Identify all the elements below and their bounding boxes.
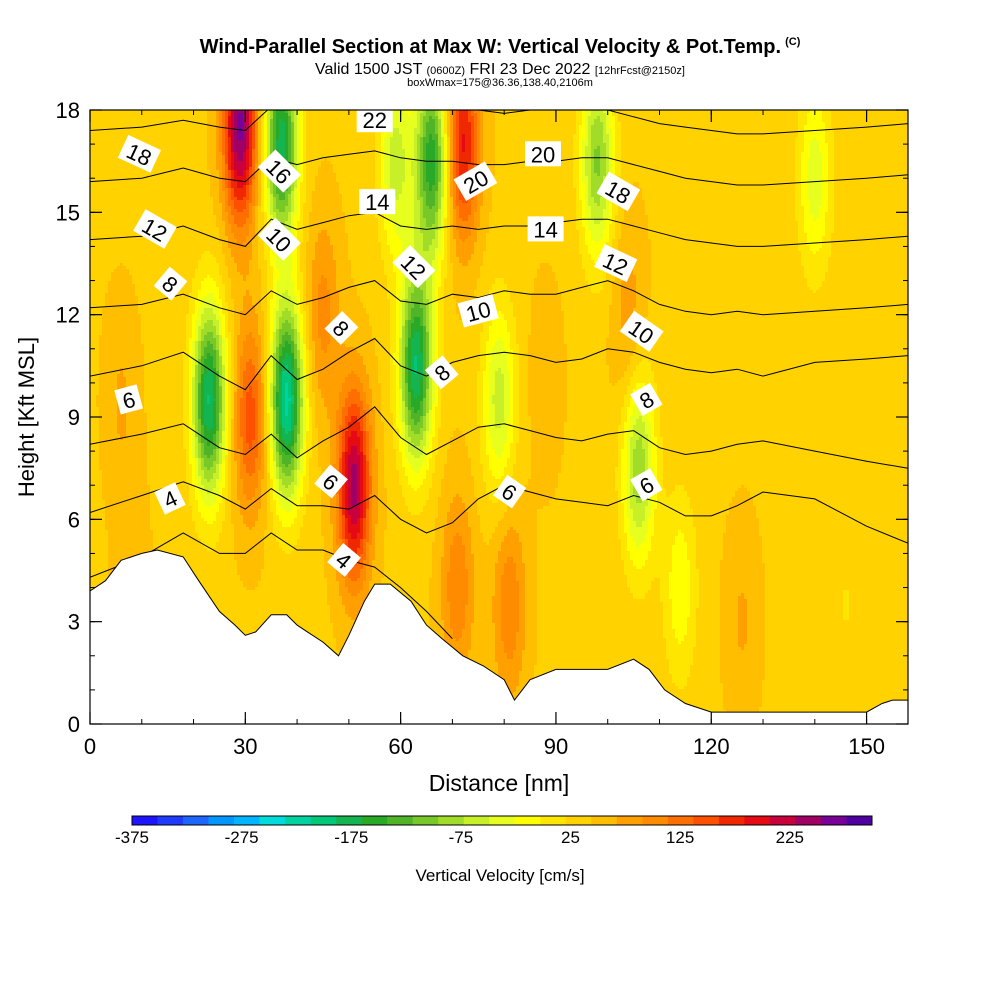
colorbar-segment: [336, 816, 362, 825]
y-tick-label: 0: [68, 712, 80, 737]
contour-label: 14: [528, 216, 564, 242]
y-tick-label: 12: [56, 303, 80, 328]
colorbar-tick-label: 225: [776, 828, 804, 847]
cross-section-plot: 18128641610864221412820106201418121086 0…: [0, 0, 1000, 1000]
x-tick-label: 30: [233, 734, 257, 759]
x-tick-label: 150: [848, 734, 885, 759]
x-tick-label: 0: [84, 734, 96, 759]
colorbar-segment: [132, 816, 158, 825]
colorbar-segment: [668, 816, 694, 825]
colorbar-segment: [693, 816, 719, 825]
colorbar-tick-label: -275: [225, 828, 259, 847]
y-tick-label: 18: [56, 98, 80, 123]
colorbar-segment: [260, 816, 286, 825]
y-tick-label: 3: [68, 610, 80, 635]
contour-label-text: 14: [533, 217, 557, 242]
contour-label-text: 20: [531, 142, 555, 167]
colorbar-segment: [821, 816, 847, 825]
colorbar-segment: [540, 816, 566, 825]
y-axis-label: Height [Kft MSL]: [14, 337, 39, 497]
colorbar-segment: [719, 816, 745, 825]
colorbar-segment: [183, 816, 209, 825]
contour-label: 22: [357, 107, 393, 133]
colorbar-segment: [770, 816, 796, 825]
colorbar-segment: [311, 816, 337, 825]
colorbar-segment: [591, 816, 617, 825]
colorbar-tick-label: 125: [666, 828, 694, 847]
colorbar-segment: [464, 816, 490, 825]
contour-label-text: 14: [365, 190, 389, 215]
colorbar-segment: [362, 816, 388, 825]
x-tick-label: 90: [544, 734, 568, 759]
colorbar-segment: [158, 816, 184, 825]
colorbar-segment: [566, 816, 592, 825]
colorbar-segment: [795, 816, 821, 825]
y-tick-label: 6: [68, 507, 80, 532]
colorbar-segment: [209, 816, 235, 825]
colorbar-tick-label: -375: [115, 828, 149, 847]
colorbar-tick-label: 25: [561, 828, 580, 847]
colorbar-tick-label: -175: [334, 828, 368, 847]
colorbar-segment: [413, 816, 439, 825]
colorbar-segment: [489, 816, 515, 825]
colorbar-segment: [438, 816, 464, 825]
colorbar-segment: [285, 816, 311, 825]
y-tick-label: 9: [68, 405, 80, 430]
contour-label-text: 22: [362, 108, 386, 133]
colorbar-label: Vertical Velocity [cm/s]: [415, 866, 584, 885]
y-tick-label: 15: [56, 200, 80, 225]
colorbar-segment: [617, 816, 643, 825]
colorbar-segment: [642, 816, 668, 825]
chart-root: Wind-Parallel Section at Max W: Vertical…: [0, 0, 1000, 1000]
contour-label: 20: [525, 141, 561, 167]
colorbar-segment: [515, 816, 541, 825]
colorbar-segment: [234, 816, 260, 825]
x-axis-label: Distance [nm]: [429, 770, 570, 796]
colorbar-tick-label: -75: [449, 828, 474, 847]
contour-label: 14: [359, 189, 395, 215]
x-tick-label: 60: [388, 734, 412, 759]
x-tick-label: 120: [693, 734, 730, 759]
colorbar-segment: [744, 816, 770, 825]
colorbar-segment: [387, 816, 413, 825]
colorbar-segment: [846, 816, 872, 825]
